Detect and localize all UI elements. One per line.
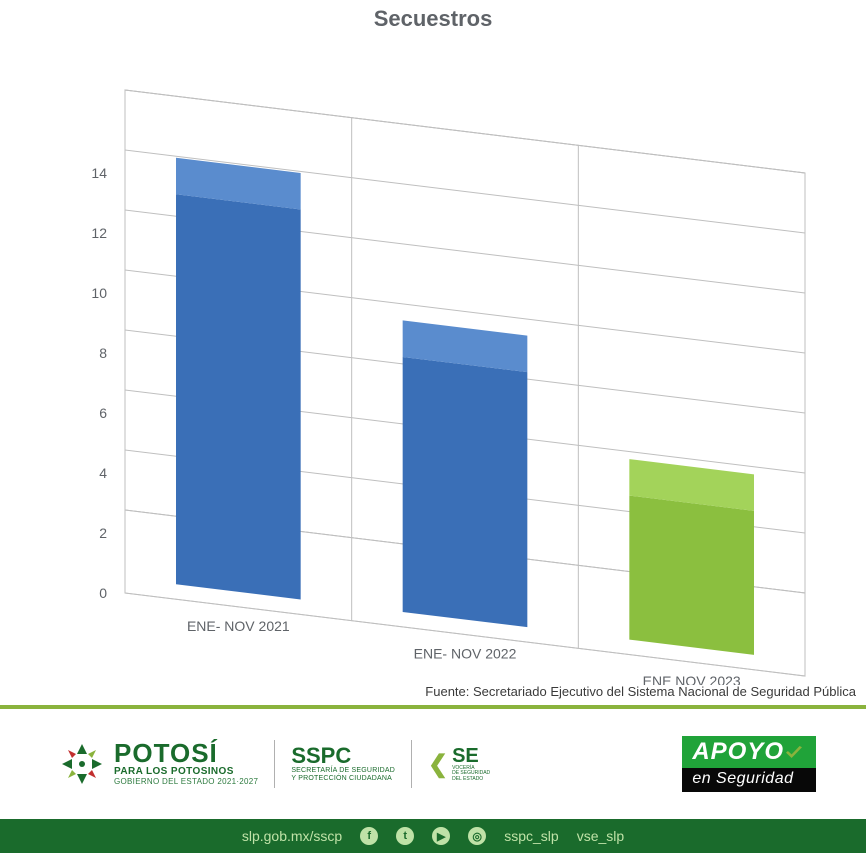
- y-tick-label: 14: [91, 165, 107, 181]
- bar-front: [629, 496, 754, 655]
- instagram-icon: ◎: [468, 827, 486, 845]
- chevron-left-icon: ❮: [428, 750, 448, 779]
- sspc-sub-1: SECRETARÍA DE SEGURIDAD: [291, 767, 395, 775]
- x-category-label: ENE- NOV 2021: [187, 618, 290, 634]
- footer-url: slp.gob.mx/sscp: [242, 828, 342, 844]
- y-tick-label: 12: [91, 225, 107, 241]
- chart-3d-bar: 02468101214ENE- NOV 2021ENE- NOV 2022ENE…: [10, 45, 856, 685]
- se-wordmark: SE: [452, 746, 490, 766]
- sspc-logo: SSPC SECRETARÍA DE SEGURIDAD Y PROTECCIÓ…: [291, 745, 395, 782]
- y-tick-label: 6: [99, 405, 107, 421]
- potosi-wordmark: POTOSÍ: [114, 740, 258, 766]
- divider: [274, 740, 275, 788]
- facebook-icon: f: [360, 827, 378, 845]
- check-icon: [786, 746, 802, 758]
- footer: POTOSÍ PARA LOS POTOSINOS GOBIERNO DEL E…: [0, 705, 866, 853]
- footer-handle-1: sspc_slp: [504, 828, 558, 844]
- chart-title: Secuestros: [0, 6, 866, 32]
- bar-front: [403, 357, 528, 627]
- y-tick-label: 0: [99, 585, 107, 601]
- footer-logos-row: POTOSÍ PARA LOS POTOSINOS GOBIERNO DEL E…: [0, 709, 866, 819]
- y-tick-label: 10: [91, 285, 107, 301]
- apoyo-line1: APOYO: [692, 738, 784, 766]
- y-tick-label: 4: [99, 465, 107, 481]
- youtube-icon: ▶: [432, 827, 450, 845]
- x-category-label: ENE- NOV 2022: [414, 646, 517, 662]
- potosi-emblem-icon: [60, 742, 104, 786]
- divider: [411, 740, 412, 788]
- sspc-sub-2: Y PROTECCIÓN CIUDADANA: [291, 775, 395, 783]
- apoyo-line2: en Seguridad: [682, 768, 816, 792]
- twitter-icon: t: [396, 827, 414, 845]
- source-citation: Fuente: Secretariado Ejecutivo del Siste…: [425, 684, 856, 699]
- potosi-tagline: PARA LOS POTOSINOS: [114, 766, 258, 777]
- bar-front: [176, 194, 301, 599]
- potosi-logo: POTOSÍ PARA LOS POTOSINOS GOBIERNO DEL E…: [60, 740, 258, 787]
- y-tick-label: 2: [99, 525, 107, 541]
- apoyo-badge: APOYO en Seguridad: [682, 736, 816, 792]
- footer-handle-2: vse_slp: [577, 828, 624, 844]
- se-logo: ❮ SE VOCERÍA DE SEGURIDAD DEL ESTADO: [428, 746, 490, 783]
- sspc-wordmark: SSPC: [291, 745, 395, 767]
- se-sub-3: DEL ESTADO: [452, 777, 490, 783]
- y-tick-label: 8: [99, 345, 107, 361]
- footer-bottom-strip: slp.gob.mx/sscp f t ▶ ◎ sspc_slp vse_slp: [0, 819, 866, 853]
- potosi-gov-line: GOBIERNO DEL ESTADO 2021·2027: [114, 777, 258, 787]
